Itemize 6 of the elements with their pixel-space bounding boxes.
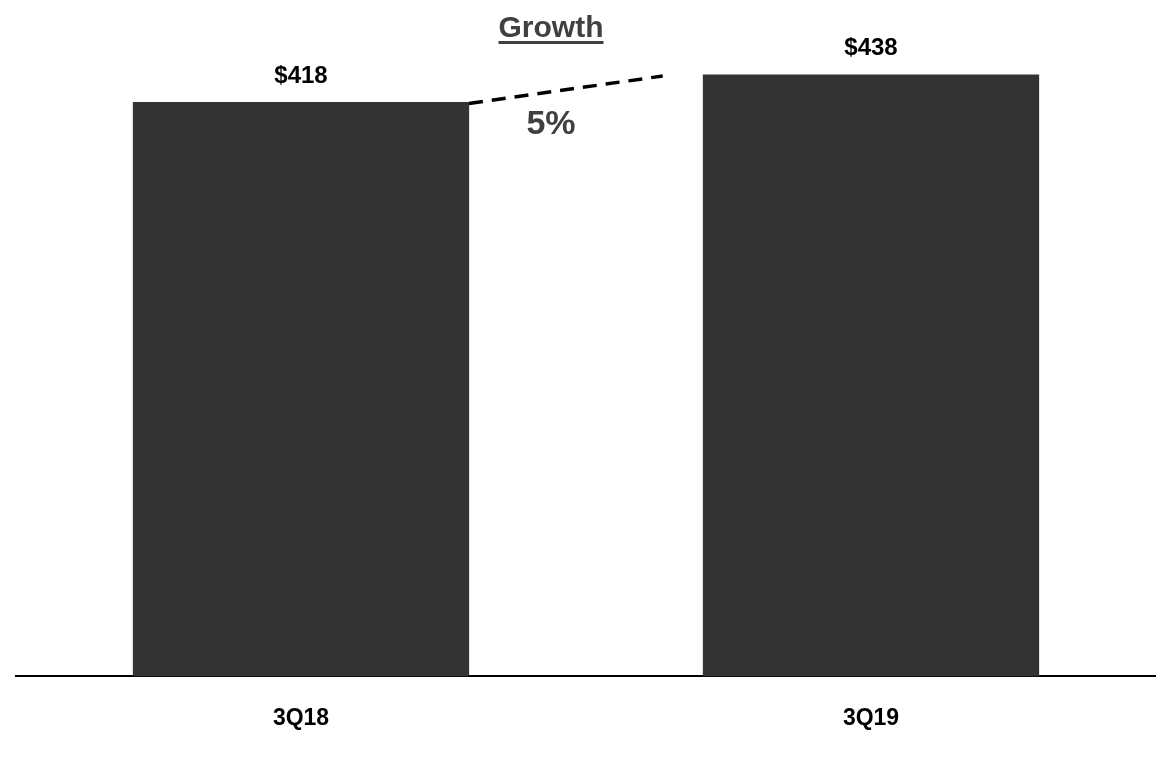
text: Growth <box>498 10 604 43</box>
annotation: 5% <box>526 102 576 141</box>
data-label: $438 <box>844 33 898 61</box>
data-label: $418 <box>274 60 328 88</box>
x-tick-label: 3Q19 <box>842 703 900 730</box>
x-tick-label: 3Q18 <box>272 703 330 730</box>
